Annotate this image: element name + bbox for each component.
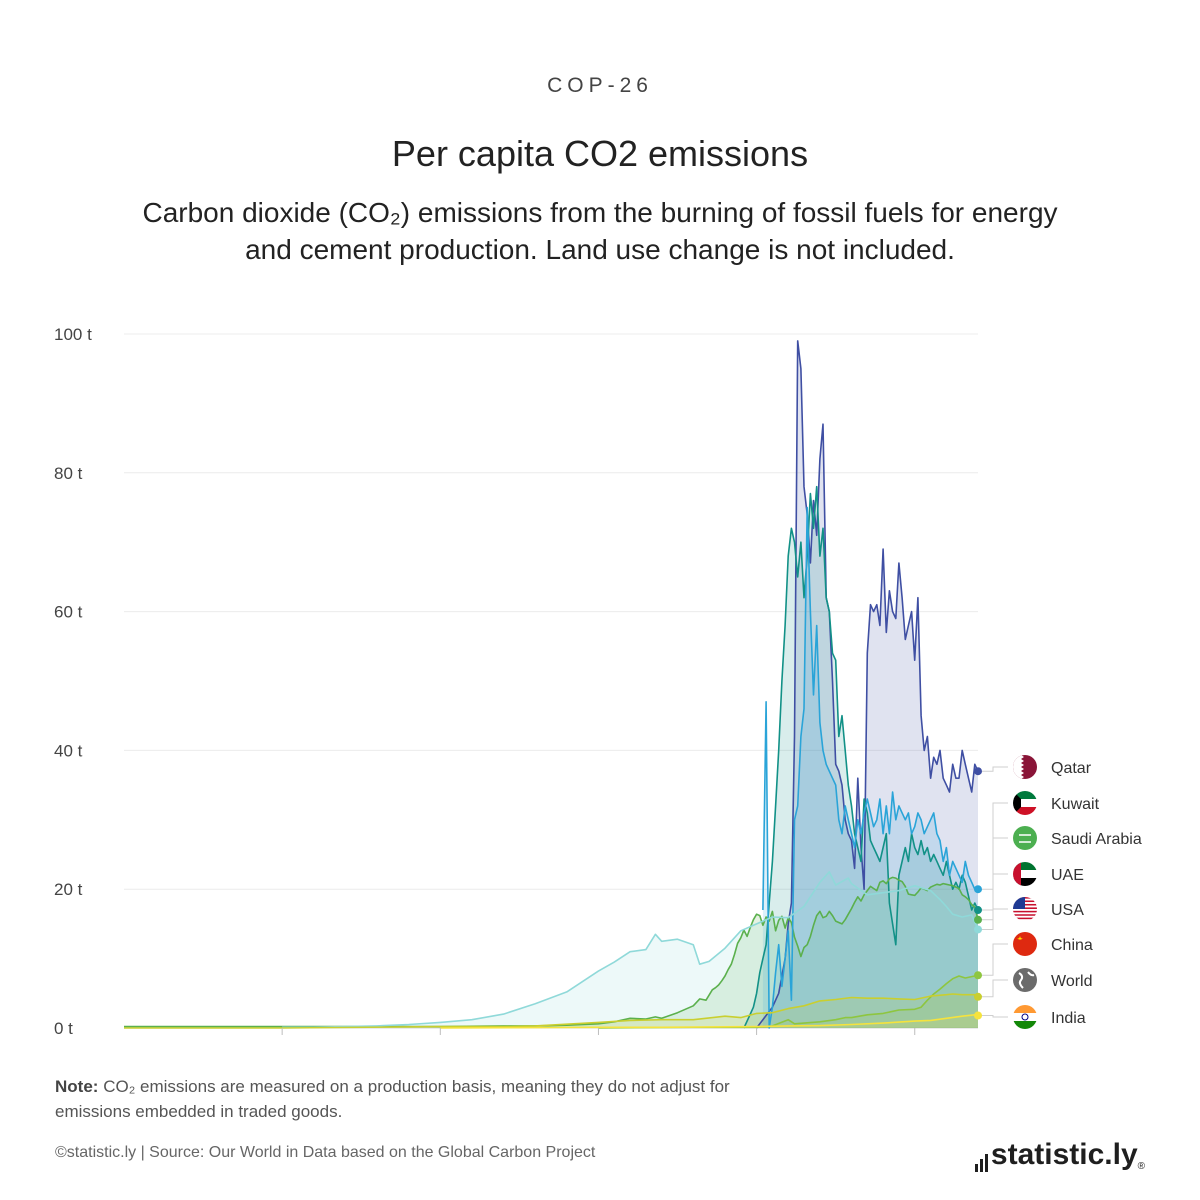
emissions-area-chart: 0 t 20 t 40 t 60 t 80 t 100 t Qatar Kuwait Saud… <box>54 325 1142 1038</box>
line-kuwait <box>743 485 979 1029</box>
line-uae <box>762 506 978 1029</box>
area-india <box>440 1014 978 1028</box>
series-end-dot <box>974 767 982 776</box>
saudi-flag-icon <box>1013 826 1037 850</box>
legend-label: Kuwait <box>1051 796 1100 813</box>
statistic-ly-logo: statistic.ly ® <box>974 1138 1145 1172</box>
legend-label: World <box>1051 973 1093 990</box>
legend-label: China <box>1051 937 1093 954</box>
note-text: CO₂ emissions are measured on a producti… <box>55 1077 730 1121</box>
uae-flag-icon <box>1013 862 1037 886</box>
area-saudi-arabia <box>124 877 978 1028</box>
legend-leader-line <box>978 766 1008 772</box>
area-china <box>598 975 978 1028</box>
series-areas <box>124 340 979 1028</box>
note-label: Note: <box>55 1077 99 1096</box>
y-tick-label: 20 t <box>54 880 83 899</box>
y-tick-label: 80 t <box>54 464 83 483</box>
legend-item-china: China <box>974 932 1093 980</box>
x-axis <box>281 1028 916 1035</box>
logo-registered-mark: ® <box>1137 1161 1145 1172</box>
chart-title: Per capita CO2 emissions <box>391 133 809 174</box>
legend-item-india: India <box>974 1005 1086 1029</box>
legend-item-uae: UAE <box>974 862 1084 894</box>
line-world <box>124 993 979 1029</box>
legend-leader-line <box>978 1015 1008 1018</box>
logo-wordmark: statistic.ly <box>990 1138 1138 1171</box>
chart-grid: 0 t 20 t 40 t 60 t 80 t 100 t <box>54 325 978 1038</box>
world-flag-icon <box>1013 968 1037 992</box>
legend-item-saudi-arabia: Saudi Arabia <box>974 826 1142 924</box>
india-flag-icon <box>1013 1005 1037 1029</box>
y-tick-label: 100 t <box>54 325 92 344</box>
chart-kicker: COP-26 <box>547 74 653 97</box>
legend-leader-line <box>978 873 1008 890</box>
series-end-dot <box>974 992 982 1001</box>
series-lines <box>124 340 979 1029</box>
legend-item-qatar: Qatar <box>974 755 1092 779</box>
chart-subtitle: Carbon dioxide (CO₂) emissions from the … <box>142 197 1058 265</box>
legend-label: USA <box>1051 902 1084 919</box>
qatar-flag-icon <box>1013 755 1037 779</box>
legend-item-world: World <box>974 968 1093 1001</box>
logo-bars-icon <box>974 1154 988 1172</box>
china-flag-icon <box>1013 932 1037 956</box>
line-india <box>440 1014 979 1029</box>
series-end-dot <box>974 925 982 934</box>
line-china <box>598 974 979 1029</box>
series-end-dot <box>974 906 982 915</box>
kuwait-flag-icon <box>1013 791 1037 815</box>
legend-item-usa: USA <box>974 897 1084 934</box>
usa-flag-icon <box>1013 897 1037 921</box>
series-end-dot <box>974 915 982 924</box>
chart-legend: Qatar Kuwait Saudi Arabia UAE USA China World I… <box>974 755 1142 1029</box>
area-kuwait <box>743 486 978 1028</box>
legend-item-kuwait: Kuwait <box>974 791 1100 915</box>
series-end-dot <box>974 1011 982 1020</box>
series-end-dot <box>974 885 982 894</box>
y-tick-label: 60 t <box>54 603 83 622</box>
line-usa <box>282 871 979 1029</box>
series-end-dot <box>974 971 982 980</box>
legend-label: Qatar <box>1051 760 1092 777</box>
y-tick-label: 0 t <box>54 1019 73 1038</box>
chart-note: Note: CO₂ emissions are measured on a pr… <box>55 1074 755 1124</box>
y-tick-label: 40 t <box>54 741 83 760</box>
legend-leader-line <box>978 943 1008 976</box>
legend-leader-line <box>978 908 1008 930</box>
area-usa <box>282 871 979 1028</box>
source-credit: ©statistic.ly | Source: Our World in Dat… <box>55 1144 596 1161</box>
line-qatar <box>755 340 979 1029</box>
legend-label: India <box>1051 1010 1086 1027</box>
legend-leader-line <box>978 979 1008 998</box>
legend-label: Saudi Arabia <box>1051 831 1142 848</box>
area-world <box>124 994 978 1028</box>
legend-label: UAE <box>1051 867 1084 884</box>
